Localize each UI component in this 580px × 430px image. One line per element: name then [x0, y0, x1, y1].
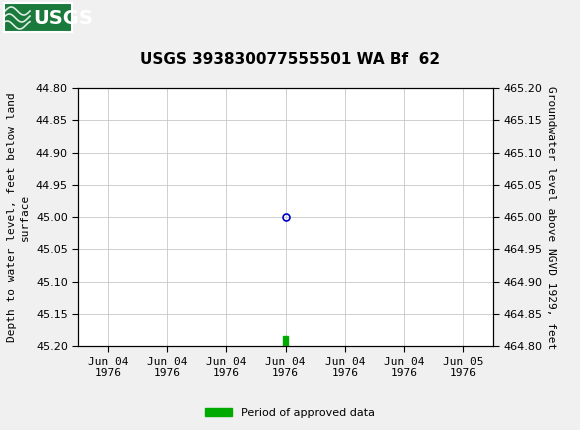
- Text: USGS 393830077555501 WA Bf  62: USGS 393830077555501 WA Bf 62: [140, 52, 440, 67]
- Bar: [283, 337, 288, 346]
- FancyBboxPatch shape: [4, 3, 72, 32]
- Text: USGS: USGS: [33, 9, 93, 28]
- Y-axis label: Groundwater level above NGVD 1929, feet: Groundwater level above NGVD 1929, feet: [546, 86, 556, 349]
- Legend: Period of approved data: Period of approved data: [200, 403, 380, 422]
- Y-axis label: Depth to water level, feet below land
surface: Depth to water level, feet below land su…: [7, 92, 30, 342]
